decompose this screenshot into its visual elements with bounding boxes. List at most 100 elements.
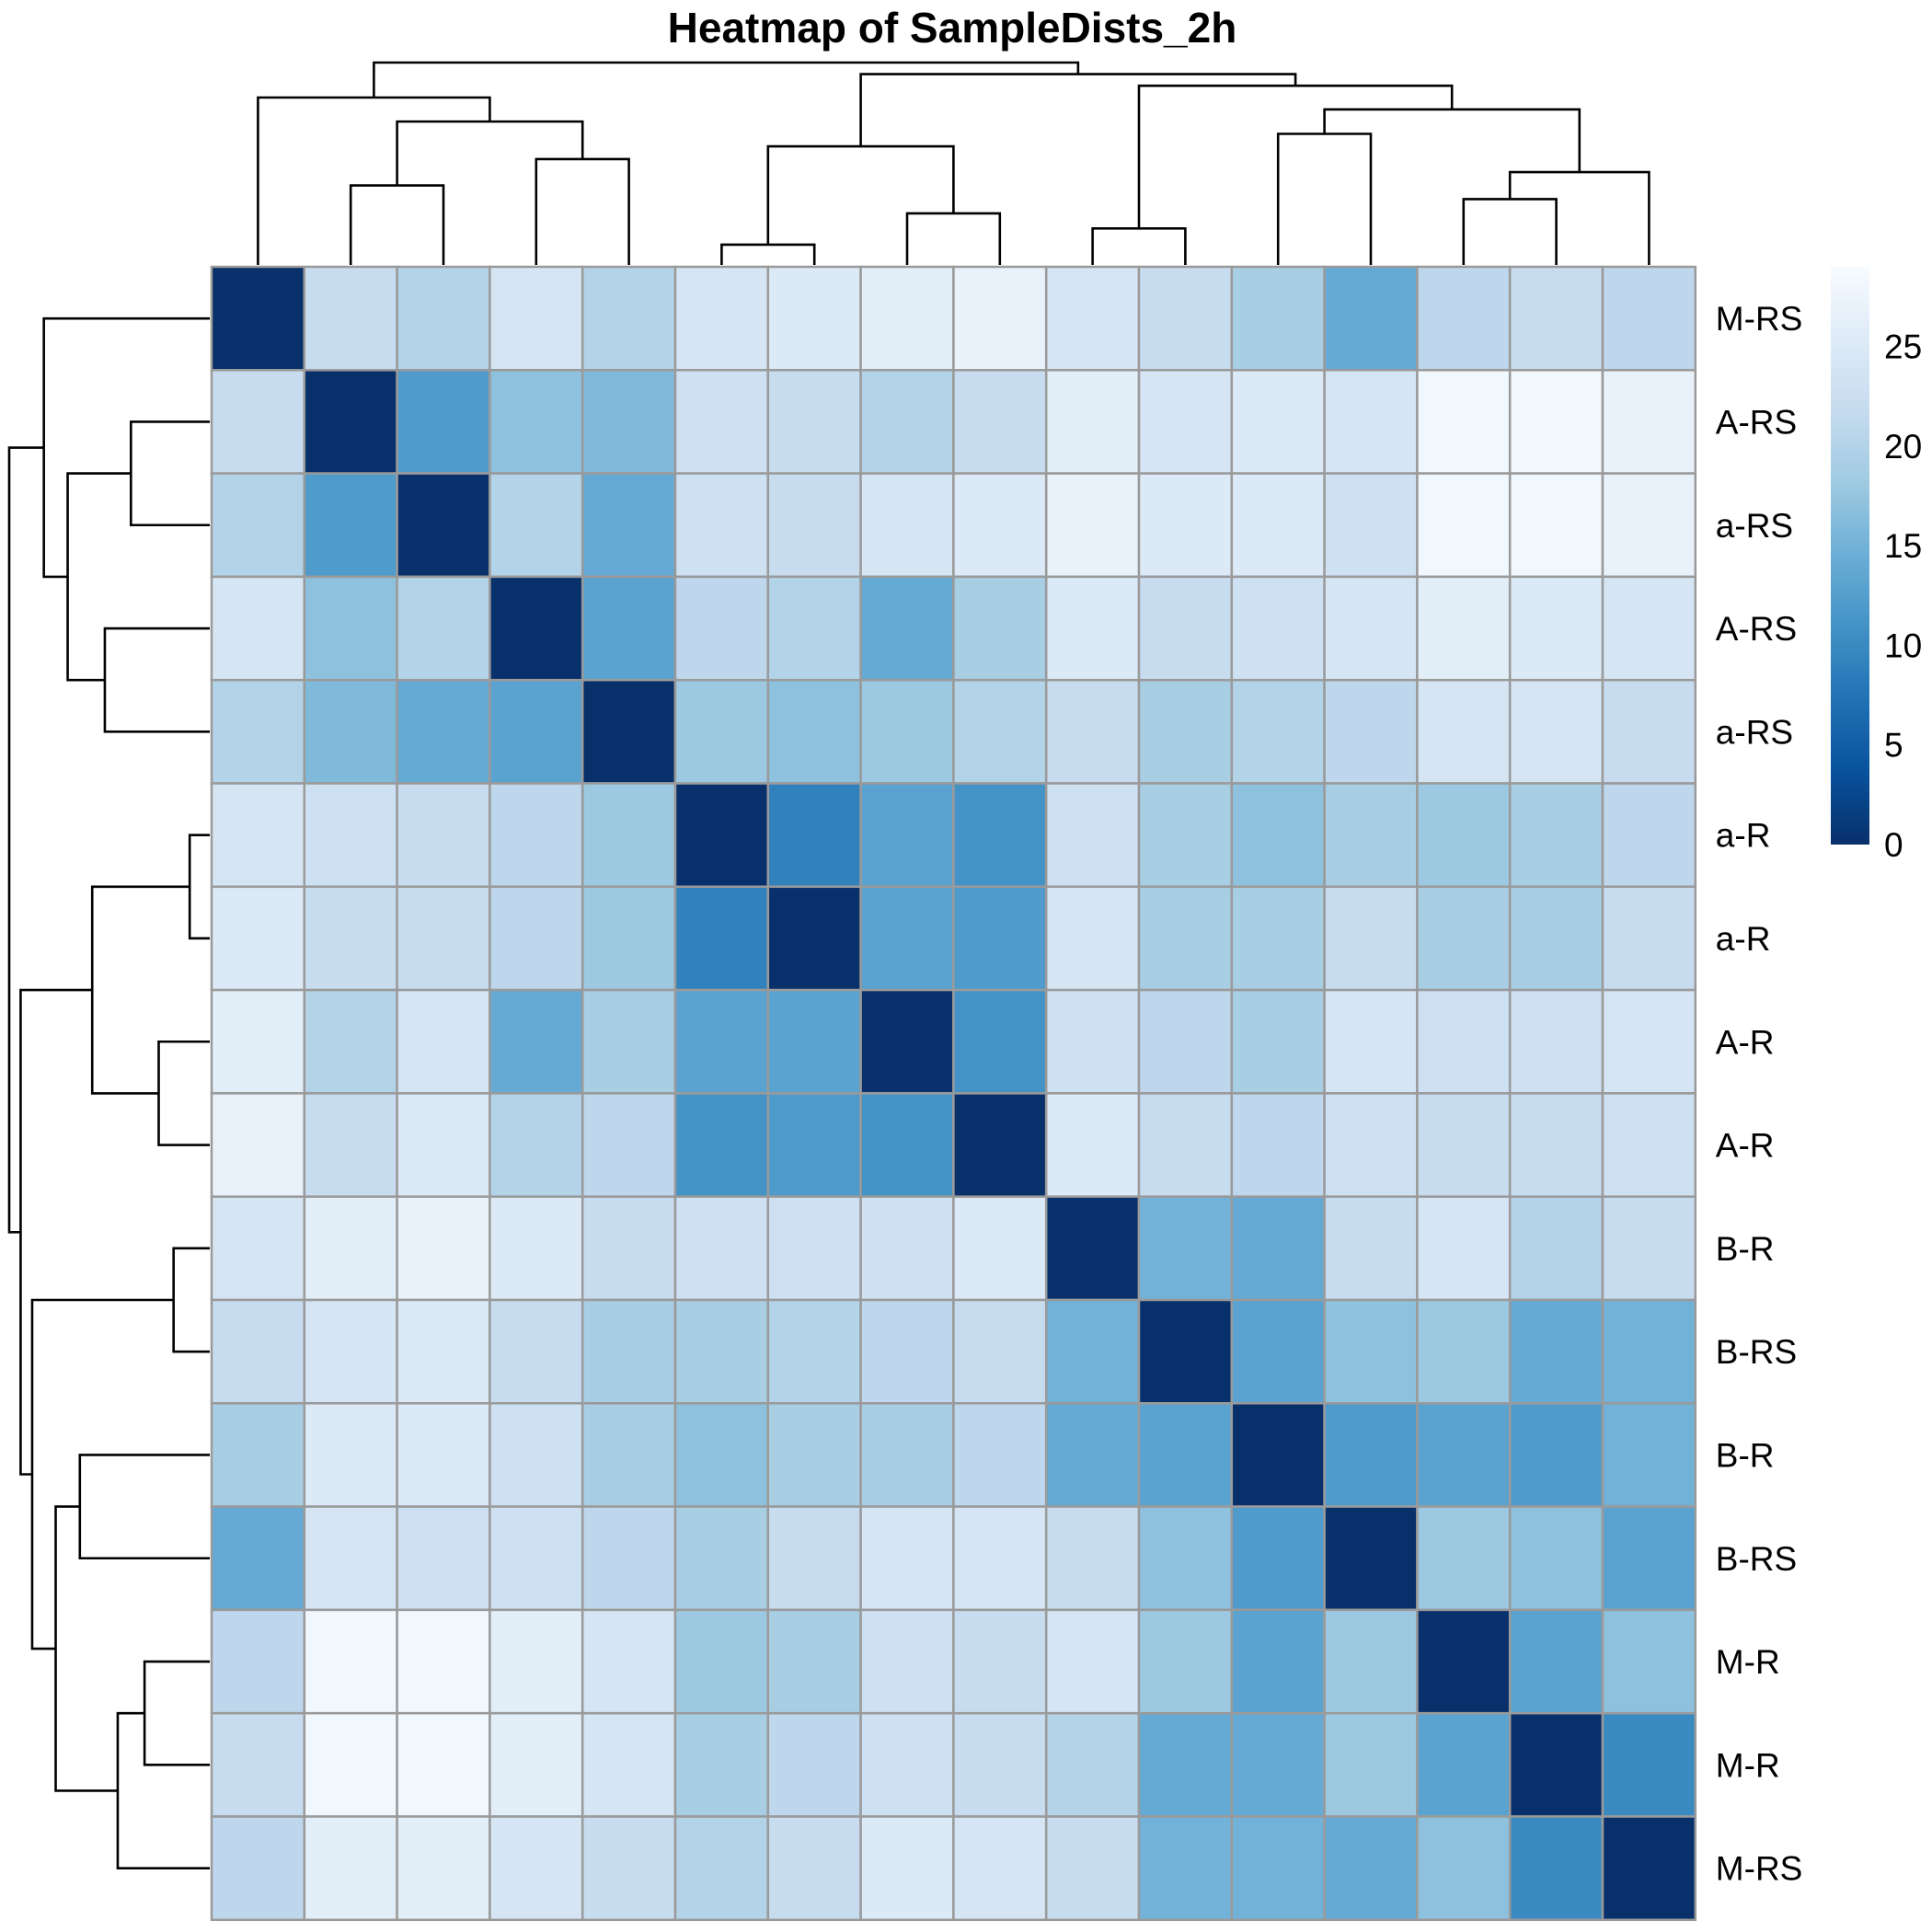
heatmap-cell	[581, 1298, 677, 1405]
row-label: a-R	[1716, 920, 1771, 958]
heatmap-cell	[1323, 1711, 1419, 1818]
heatmap-cell	[859, 678, 955, 785]
heatmap-cell	[673, 265, 770, 372]
row-label: A-RS	[1716, 610, 1797, 648]
heatmap-cell	[673, 1298, 770, 1405]
heatmap-cell	[859, 885, 955, 992]
row-dendrogram-branch	[90, 885, 190, 1095]
heatmap-cell	[1508, 782, 1604, 889]
heatmap-cell	[1137, 575, 1234, 682]
heatmap-cell	[1137, 1505, 1234, 1612]
heatmap-cell	[581, 265, 677, 372]
heatmap-cell	[1508, 1608, 1604, 1715]
row-dendrogram-branch	[157, 1040, 210, 1146]
heatmap-cell	[1323, 1505, 1419, 1612]
heatmap-cell	[396, 1092, 491, 1198]
heatmap-cell	[1230, 1815, 1326, 1922]
heatmap-cell	[766, 782, 862, 889]
heatmap-cell	[210, 678, 306, 785]
heatmap-cell	[859, 1505, 955, 1612]
heatmap-cell	[1137, 1711, 1234, 1818]
row-label: M-RS	[1716, 1850, 1803, 1888]
heatmap-cell	[303, 1402, 398, 1508]
column-dendrogram-branch	[720, 243, 816, 265]
heatmap-cell	[673, 782, 770, 889]
heatmap-cell	[1044, 1815, 1141, 1922]
heatmap-cell	[766, 472, 862, 579]
heatmap-cell	[581, 1711, 677, 1818]
heatmap-cell	[1508, 1505, 1604, 1612]
heatmap-cell	[1508, 988, 1604, 1095]
heatmap-cell	[1601, 472, 1697, 579]
column-dendrogram-branch	[905, 212, 1002, 265]
legend-tick-label: 15	[1884, 527, 1922, 565]
heatmap-cell	[1230, 782, 1326, 889]
heatmap-cell	[1323, 1815, 1419, 1922]
heatmap-cell	[1230, 1195, 1326, 1302]
heatmap-cell	[396, 885, 491, 992]
row-dendrogram-branch	[172, 1247, 210, 1353]
heatmap-cell	[1416, 1298, 1512, 1405]
heatmap-cell	[1044, 1608, 1141, 1715]
heatmap-cells	[210, 265, 1697, 1922]
heatmap-cell	[1508, 885, 1604, 992]
row-dendrogram-branch	[54, 1505, 118, 1792]
row-dendrogram-branch	[78, 1454, 210, 1560]
heatmap-cell	[581, 782, 677, 889]
heatmap-cell	[1044, 1298, 1141, 1405]
heatmap-cell	[673, 1092, 770, 1198]
heatmap-cell	[859, 1608, 955, 1715]
heatmap-cell	[1416, 678, 1512, 785]
heatmap-cell	[489, 885, 584, 992]
heatmap-cell	[489, 265, 584, 372]
heatmap-cell	[859, 1815, 955, 1922]
heatmap-cell	[673, 369, 770, 475]
heatmap-cell	[210, 782, 306, 889]
heatmap-cell	[952, 1711, 1048, 1818]
heatmap-cell	[489, 1608, 584, 1715]
heatmap-cell	[952, 988, 1048, 1095]
heatmap-cell	[489, 988, 584, 1095]
legend-tick-label: 0	[1884, 826, 1903, 864]
heatmap-cell	[952, 369, 1048, 475]
heatmap-cell	[1137, 1815, 1234, 1922]
heatmap-cell	[489, 1195, 584, 1302]
column-dendrogram-branch	[1091, 227, 1187, 265]
heatmap-cell	[489, 1815, 584, 1922]
heatmap-cell	[1323, 1195, 1419, 1302]
heatmap-cell	[766, 1298, 862, 1405]
row-dendrogram-branch	[66, 472, 132, 682]
heatmap-cell	[952, 1195, 1048, 1302]
heatmap-cell	[1137, 678, 1234, 785]
heatmap-cell	[489, 369, 584, 475]
heatmap-cell	[1044, 988, 1141, 1095]
heatmap-cell	[1137, 1402, 1234, 1508]
column-dendrogram-branch	[1276, 132, 1373, 265]
heatmap-cell	[396, 265, 491, 372]
heatmap-cell	[1230, 1092, 1326, 1198]
heatmap-cell	[1044, 1402, 1141, 1508]
heatmap-cell	[396, 1608, 491, 1715]
heatmap-cell	[1230, 1608, 1326, 1715]
heatmap-cell	[1508, 472, 1604, 579]
row-dendrogram-branch	[103, 627, 210, 733]
heatmap-cell	[1508, 369, 1604, 475]
heatmap-cell	[489, 1298, 584, 1405]
heatmap-cell	[766, 1711, 862, 1818]
heatmap-cell	[396, 678, 491, 785]
heatmap-cell	[952, 1815, 1048, 1922]
heatmap-cell	[303, 265, 398, 372]
row-label: B-RS	[1716, 1333, 1797, 1371]
heatmap-cell	[210, 1608, 306, 1715]
heatmap-cell	[1323, 1092, 1419, 1198]
column-dendrogram-branch	[766, 144, 955, 245]
heatmap-cell	[1601, 265, 1697, 372]
heatmap-cell	[581, 678, 677, 785]
heatmap-cell	[489, 678, 584, 785]
heatmap-cell	[1508, 575, 1604, 682]
heatmap-cell	[210, 1298, 306, 1405]
heatmap-cell	[1323, 678, 1419, 785]
heatmap-cell	[766, 988, 862, 1095]
heatmap-cell	[673, 1195, 770, 1302]
heatmap-cell	[952, 575, 1048, 682]
